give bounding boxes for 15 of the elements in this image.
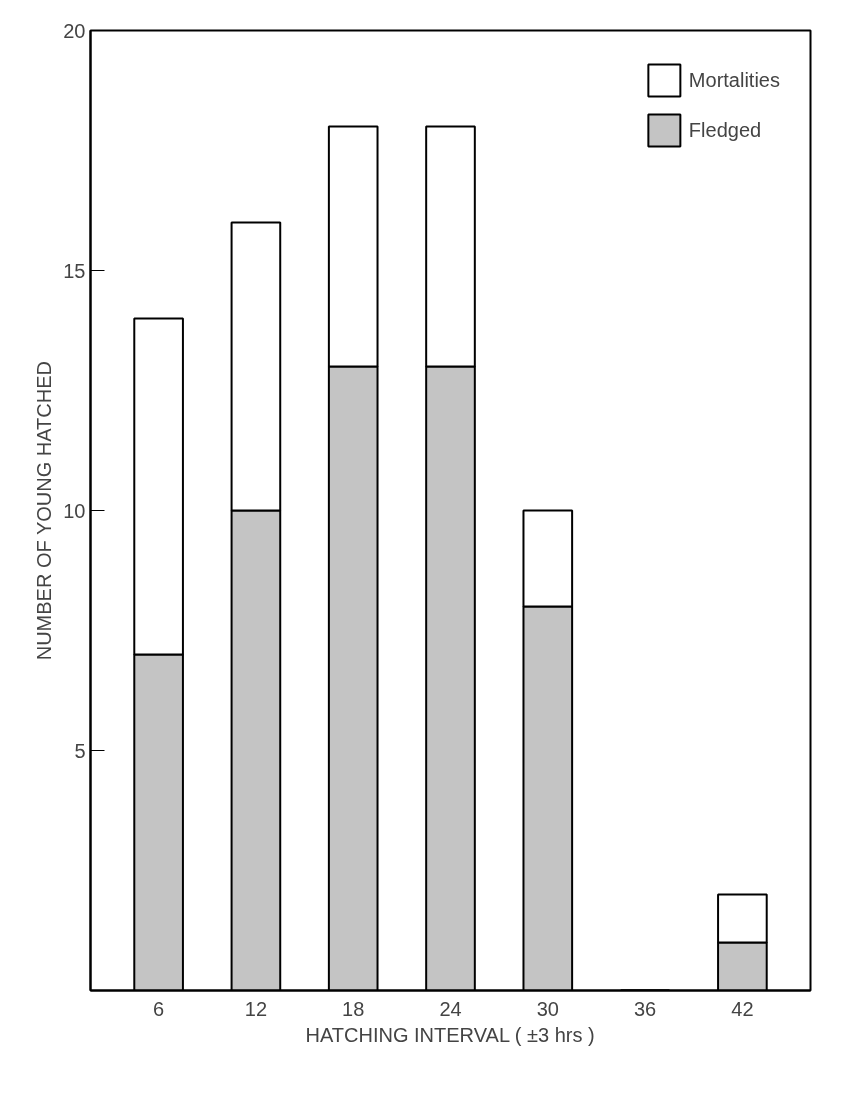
legend-label: Fledged	[688, 118, 762, 142]
x-tick-label: 36	[633, 997, 657, 1020]
y-tick-label: 5	[74, 739, 86, 762]
x-tick-label: 30	[536, 997, 559, 1020]
x-tick-label: 42	[731, 997, 754, 1020]
y-tick-label: 20	[63, 19, 86, 42]
y-axis-title: NUMBER OF YOUNG HATCHED	[33, 361, 56, 661]
x-axis-title: HATCHING INTERVAL ( ±3 hrs )	[305, 1023, 595, 1046]
x-tick-label: 12	[244, 997, 268, 1020]
x-tick-label: 6	[153, 997, 165, 1020]
y-tick-label: 15	[63, 259, 86, 282]
x-tick-label: 18	[342, 997, 365, 1020]
x-tick-label: 24	[439, 997, 462, 1020]
legend-label: Mortalities	[688, 68, 780, 92]
y-tick-label: 10	[63, 499, 86, 522]
